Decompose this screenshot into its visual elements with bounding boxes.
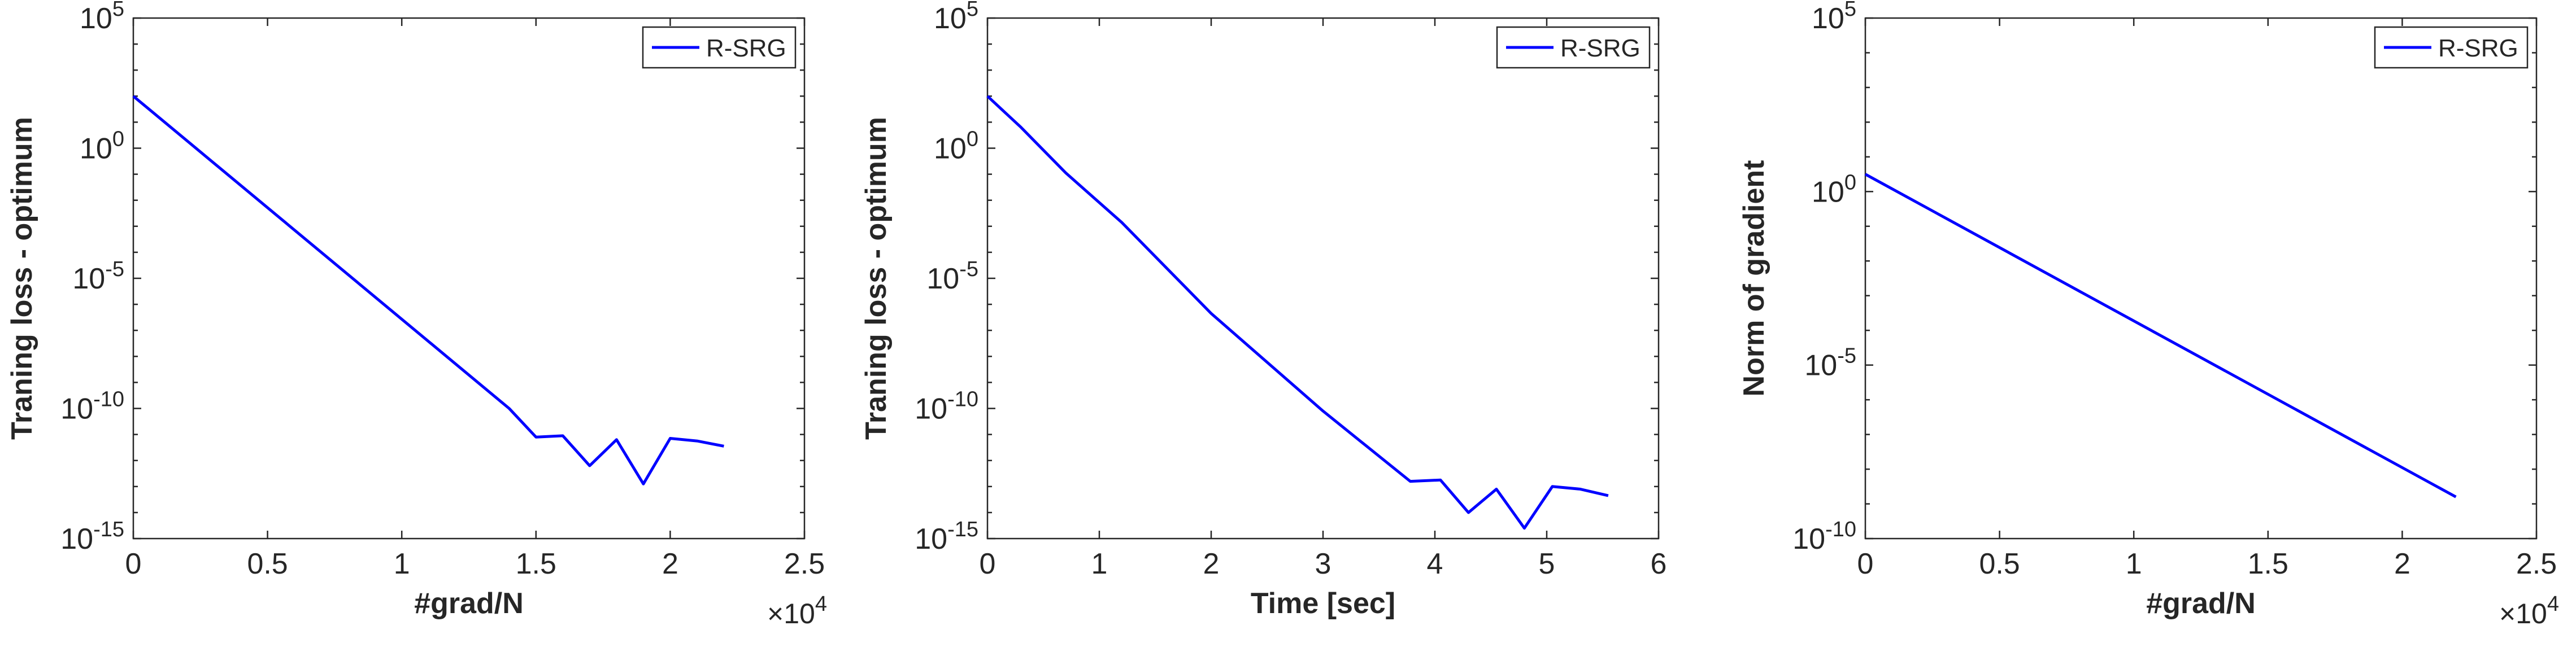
y-tick-exponent: 0 <box>112 128 124 151</box>
y-tick-label: 10-10 <box>915 388 978 426</box>
y-tick-base: 10 <box>60 523 93 556</box>
legend-label: R-SRG <box>2438 34 2518 62</box>
x-tick-label: 2 <box>2394 548 2410 580</box>
plot-area <box>132 17 806 540</box>
y-tick-base: 10 <box>80 2 112 35</box>
y-tick-label: 10-15 <box>915 518 978 556</box>
y-tick-base: 10 <box>72 263 105 295</box>
x-multiplier-base: ×10 <box>2499 598 2547 629</box>
x-axis-multiplier: ×104 <box>2499 592 2559 629</box>
y-tick-label: 10-5 <box>1804 344 1856 382</box>
y-tick-exponent: -10 <box>947 388 978 412</box>
y-tick-exponent: -5 <box>105 257 124 281</box>
y-tick-base: 10 <box>80 133 112 165</box>
y-tick-base: 10 <box>934 133 967 165</box>
y-tick-exponent: 5 <box>112 0 124 21</box>
x-tick-label: 2.5 <box>2516 548 2557 580</box>
y-tick-label: 10-5 <box>926 257 978 295</box>
x-tick-label: 2 <box>662 548 678 580</box>
y-tick-exponent: 0 <box>967 128 978 151</box>
x-axis-multiplier: ×104 <box>767 592 827 629</box>
y-tick-label: 105 <box>80 0 124 35</box>
y-tick-base: 10 <box>1792 523 1825 556</box>
y-tick-base: 10 <box>915 393 947 426</box>
plot-area <box>1864 17 2538 540</box>
series-line-r-srg <box>132 95 724 486</box>
series-line-r-srg <box>986 95 1609 530</box>
x-tick-label: 6 <box>1651 548 1667 580</box>
x-tick-label: 1 <box>394 548 410 580</box>
y-tick-label: 10-10 <box>60 388 124 426</box>
x-multiplier-exponent: 4 <box>815 592 827 616</box>
y-tick-label: 10-10 <box>1792 518 1856 556</box>
y-tick-base: 10 <box>934 2 967 35</box>
y-axis-label: Traning loss - optimum <box>860 117 893 440</box>
y-tick-exponent: -15 <box>93 518 124 541</box>
series-line-r-srg <box>1864 173 2457 498</box>
x-tick-label: 5 <box>1539 548 1555 580</box>
y-axis-label: Norm of gradient <box>1738 160 1770 397</box>
y-tick-exponent: -5 <box>1837 344 1856 368</box>
x-tick-label: 0.5 <box>1979 548 2020 580</box>
y-tick-exponent: 5 <box>1844 0 1856 21</box>
x-tick-label: 1 <box>1091 548 1108 580</box>
x-tick-label: 4 <box>1427 548 1443 580</box>
y-tick-label: 100 <box>1812 170 1856 208</box>
legend-label: R-SRG <box>1560 34 1641 62</box>
x-tick-label: 0 <box>125 548 142 580</box>
y-tick-base: 10 <box>1812 2 1844 35</box>
x-tick-label: 0 <box>1857 548 1874 580</box>
y-tick-label: 100 <box>934 128 978 165</box>
y-tick-exponent: -5 <box>959 257 978 281</box>
y-tick-base: 10 <box>915 523 947 556</box>
chart-panel-1: 0 0.5 1 1.5 2 2.510-1510-1010-5100105#grad/NT… <box>6 0 827 629</box>
x-multiplier-base: ×10 <box>767 598 815 629</box>
y-axis-label: Traning loss - optimum <box>6 117 38 440</box>
x-tick-label: 2.5 <box>784 548 825 580</box>
plot-area <box>986 17 1660 540</box>
x-tick-label: 3 <box>1315 548 1331 580</box>
y-tick-exponent: 5 <box>967 0 978 21</box>
x-multiplier-exponent: 4 <box>2547 592 2559 616</box>
y-tick-exponent: -10 <box>1825 518 1856 541</box>
y-tick-label: 10-15 <box>60 518 124 556</box>
x-axis-label: #grad/N <box>414 587 524 620</box>
y-tick-base: 10 <box>926 263 959 295</box>
x-tick-label: 1.5 <box>2248 548 2288 580</box>
y-tick-label: 100 <box>80 128 124 165</box>
x-tick-label: 0.5 <box>247 548 288 580</box>
y-tick-base: 10 <box>1804 349 1837 382</box>
y-tick-exponent: -10 <box>93 388 124 412</box>
x-tick-label: 1 <box>2126 548 2142 580</box>
x-axis-label: Time [sec] <box>1251 587 1395 620</box>
y-tick-base: 10 <box>1812 176 1844 208</box>
y-tick-label: 10-5 <box>72 257 124 295</box>
y-tick-label: 105 <box>934 0 978 35</box>
x-axis-label: #grad/N <box>2146 587 2256 620</box>
legend-label: R-SRG <box>706 34 786 62</box>
y-tick-base: 10 <box>60 393 93 426</box>
x-tick-label: 0 <box>980 548 996 580</box>
y-tick-exponent: -15 <box>947 518 978 541</box>
y-tick-exponent: 0 <box>1844 170 1856 194</box>
y-tick-label: 105 <box>1812 0 1856 35</box>
x-tick-label: 2 <box>1203 548 1220 580</box>
x-tick-label: 1.5 <box>516 548 556 580</box>
